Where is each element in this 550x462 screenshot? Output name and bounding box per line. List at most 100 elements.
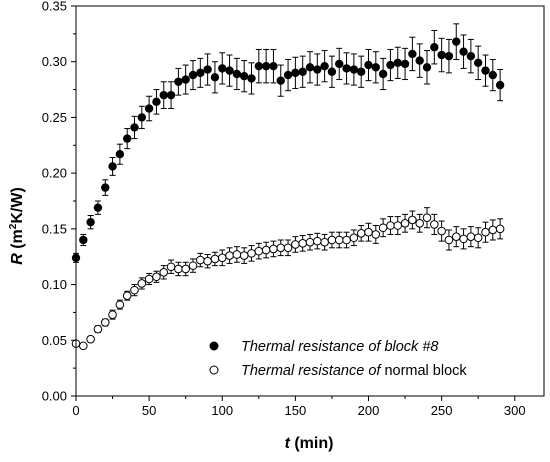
- data-point-block8: [232, 69, 242, 79]
- data-point-block8: [203, 65, 212, 74]
- data-point-block8: [174, 77, 183, 86]
- data-point-block8: [444, 51, 454, 61]
- data-point-normal-block: [327, 235, 337, 245]
- data-point-block8: [430, 43, 439, 52]
- data-point-block8: [386, 60, 395, 70]
- y-tick-label: 0.05: [42, 333, 67, 348]
- data-point-normal-block: [459, 234, 468, 244]
- data-point-block8: [130, 123, 139, 132]
- data-point-block8: [466, 51, 476, 61]
- data-point-normal-block: [152, 272, 161, 282]
- x-axis-variable: t: [285, 435, 291, 452]
- data-point-block8: [115, 149, 125, 159]
- data-point-normal-block: [225, 251, 234, 260]
- data-point-normal-block: [356, 229, 366, 238]
- data-point-normal-block: [144, 274, 154, 284]
- data-point-normal-block: [473, 233, 483, 243]
- data-point-normal-block: [239, 251, 249, 260]
- data-point-normal-block: [349, 233, 359, 243]
- data-point-block8: [495, 80, 505, 90]
- data-point-normal-block: [269, 244, 278, 254]
- data-point-block8: [327, 67, 337, 76]
- legend-marker-filled-circle: [209, 341, 219, 351]
- data-point-normal-block: [174, 264, 183, 274]
- data-point-block8: [269, 61, 278, 71]
- data-point-block8: [122, 134, 132, 143]
- points-layer: [71, 37, 505, 351]
- data-point-normal-block: [481, 227, 490, 237]
- data-point-normal-block: [400, 218, 410, 228]
- data-point-block8: [196, 68, 205, 78]
- data-point-block8: [400, 59, 410, 69]
- legend-marker-open-circle: [209, 365, 219, 375]
- data-point-normal-block: [488, 225, 498, 235]
- data-point-normal-block: [130, 285, 139, 295]
- y-axis-title: R (m2K/W): [8, 187, 26, 265]
- data-point-normal-block: [115, 300, 125, 309]
- data-point-normal-block: [430, 220, 439, 229]
- legend-entry-block8: Thermal resistance of block #8: [209, 339, 438, 355]
- x-tick-label: 50: [142, 403, 156, 418]
- data-point-normal-block: [79, 341, 88, 351]
- y-tick-label: 0.10: [42, 277, 67, 292]
- data-point-block8: [152, 97, 161, 107]
- data-point-block8: [378, 69, 388, 79]
- data-point-block8: [415, 56, 424, 65]
- y-axis-unit-pre: (m: [9, 229, 26, 253]
- legend-label-normal-upright: normal block: [380, 363, 467, 379]
- data-point-block8: [276, 76, 285, 85]
- data-point-block8: [437, 50, 446, 60]
- data-point-normal-block: [371, 230, 381, 239]
- data-point-normal-block: [93, 324, 103, 334]
- data-point-block8: [166, 90, 176, 100]
- data-point-normal-block: [444, 235, 454, 245]
- data-point-block8: [320, 61, 329, 71]
- data-point-block8: [181, 75, 190, 84]
- data-point-normal-block: [166, 262, 176, 272]
- y-axis-variable: R: [9, 253, 26, 265]
- data-point-block8: [393, 58, 402, 68]
- data-point-normal-block: [298, 239, 307, 248]
- data-point-normal-block: [313, 236, 322, 246]
- data-point-block8: [93, 203, 103, 212]
- y-tick-label: 0.20: [42, 166, 67, 181]
- data-point-block8: [261, 61, 271, 71]
- y-tick-label: 0.35: [42, 0, 67, 14]
- data-point-normal-block: [254, 246, 264, 256]
- data-point-block8: [247, 74, 256, 83]
- data-point-block8: [137, 113, 147, 122]
- data-point-block8: [188, 70, 198, 80]
- data-point-normal-block: [305, 237, 315, 247]
- data-point-normal-block: [203, 256, 212, 266]
- data-point-block8: [481, 66, 490, 75]
- data-point-normal-block: [415, 218, 424, 228]
- data-point-normal-block: [466, 232, 476, 241]
- data-point-block8: [79, 235, 88, 245]
- x-tick-label: 150: [285, 403, 307, 418]
- data-point-normal-block: [276, 243, 286, 253]
- data-point-block8: [422, 63, 432, 72]
- data-point-normal-block: [210, 254, 220, 264]
- data-point-block8: [452, 37, 461, 46]
- legend-entry-normal: Thermal resistance of normal block: [209, 363, 467, 379]
- data-point-block8: [225, 66, 234, 75]
- data-point-block8: [342, 64, 351, 73]
- data-point-block8: [239, 71, 249, 81]
- data-point-block8: [305, 63, 315, 72]
- y-axis-unit-post: K/W): [9, 187, 26, 223]
- data-point-block8: [144, 104, 154, 113]
- x-tick-label: 200: [358, 403, 380, 418]
- data-point-block8: [291, 68, 300, 78]
- data-point-normal-block: [283, 243, 293, 253]
- data-point-normal-block: [196, 255, 205, 265]
- data-point-normal-block: [108, 310, 117, 319]
- data-point-normal-block: [408, 215, 417, 225]
- legend-label-block8-italic: Thermal resistance of block #8: [241, 339, 438, 355]
- x-tick-label: 300: [504, 403, 526, 418]
- data-point-block8: [101, 183, 110, 192]
- data-point-normal-block: [320, 237, 329, 247]
- data-point-normal-block: [342, 235, 351, 245]
- y-tick-label: 0.15: [42, 221, 67, 236]
- x-tick-label: 0: [72, 403, 79, 418]
